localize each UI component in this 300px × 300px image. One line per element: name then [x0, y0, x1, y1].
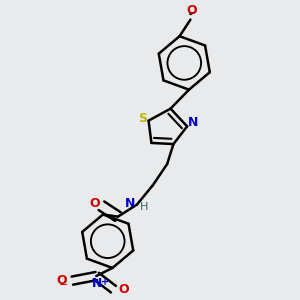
Text: N: N: [188, 116, 199, 129]
Text: N: N: [92, 278, 102, 290]
Text: O: O: [56, 274, 67, 287]
Text: −: −: [59, 280, 68, 290]
Text: +: +: [101, 277, 110, 286]
Text: O: O: [186, 4, 196, 17]
Text: O: O: [118, 283, 129, 296]
Text: N: N: [125, 197, 135, 210]
Text: H: H: [140, 202, 148, 212]
Text: O: O: [90, 197, 101, 210]
Text: S: S: [138, 112, 147, 125]
